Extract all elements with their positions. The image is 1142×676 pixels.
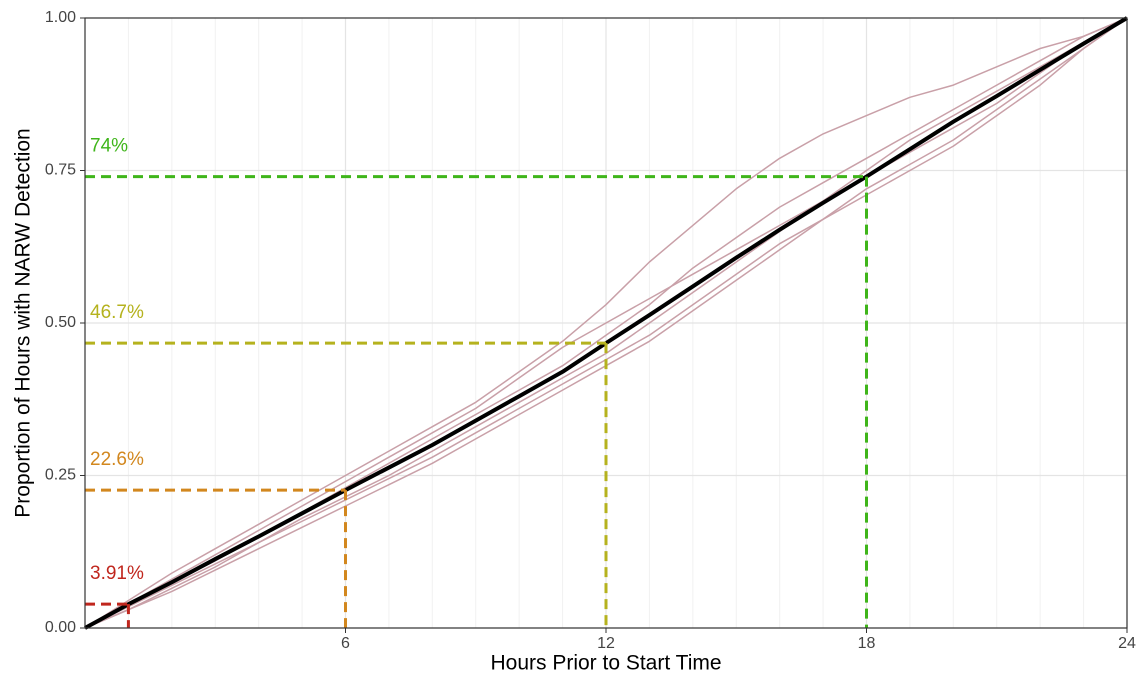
x-tick-label: 18 (858, 635, 876, 652)
annotation-label: 3.91% (90, 563, 144, 584)
x-tick-label: 6 (341, 635, 350, 652)
y-tick-label: 0.50 (45, 314, 76, 331)
sample-line (84, 17, 1128, 629)
y-tick-label: 0.75 (45, 162, 76, 179)
x-tick-label: 12 (597, 635, 615, 652)
y-tick-label: 0.25 (45, 467, 76, 484)
y-tick-label: 1.00 (45, 9, 76, 26)
sample-line (84, 17, 1128, 629)
annotation-label: 46.7% (90, 302, 144, 323)
annotation-label: 74% (90, 136, 128, 157)
plot-frame (84, 17, 1128, 629)
y-axis-label: Proportion of Hours with NARW Detection (12, 128, 35, 517)
x-axis-label: Hours Prior to Start Time (490, 652, 721, 675)
annotation-label: 22.6% (90, 449, 144, 470)
x-tick-label: 24 (1118, 635, 1136, 652)
y-tick-label: 0.00 (45, 619, 76, 636)
